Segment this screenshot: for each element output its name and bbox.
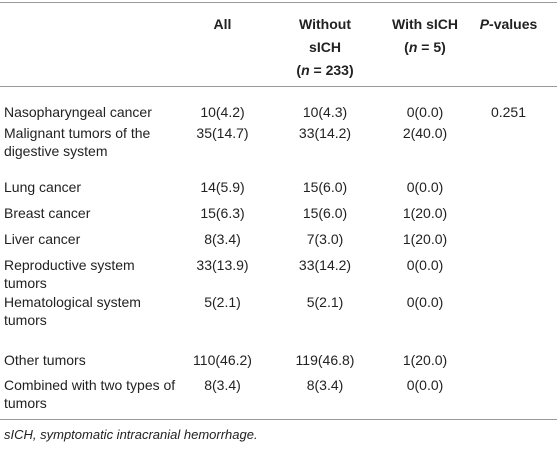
- header-text: All: [213, 16, 232, 32]
- header-text: = 233): [309, 62, 354, 78]
- table-cell: 35(14.7): [196, 125, 249, 141]
- table-cell: 0(0.0): [406, 377, 444, 393]
- table-cell: 15(6.3): [200, 205, 245, 221]
- table-cell: 10(4.3): [302, 104, 348, 120]
- table-cell: 33(14.2): [298, 125, 352, 141]
- row-label: Nasopharyngeal cancer: [4, 104, 152, 120]
- table-body: Nasopharyngeal cancer 10(4.2) 10(4.3) 0(0.0…: [0, 87, 557, 420]
- table-row: Hematological system tumors 5(2.1) 5(2.1) 0…: [0, 293, 557, 351]
- header-text: -values: [489, 16, 538, 32]
- table-cell: 33(14.2): [298, 257, 352, 273]
- table-cell: 0(0.0): [406, 104, 444, 120]
- table-cell: 15(6.0): [302, 179, 348, 195]
- header-cell: [0, 3, 185, 87]
- table-cell: 8(3.4): [204, 231, 241, 247]
- table-cell: 110(46.2): [193, 352, 252, 368]
- header-cell: With sICH (n = 5): [390, 3, 460, 87]
- footnote: sICH, symptomatic intracranial hemorrhag…: [4, 427, 258, 442]
- table-cell: 0(0.0): [406, 257, 444, 273]
- header-line: P-values: [460, 13, 557, 36]
- table-row: Combined with two types of tumors 8(3.4) 8…: [0, 376, 557, 420]
- header-line: (n = 5): [390, 36, 460, 59]
- header-text: With sICH: [392, 16, 458, 32]
- empty-cell: [460, 178, 557, 204]
- empty-cell: [460, 204, 557, 230]
- header-text: sICH: [309, 39, 341, 55]
- table-cell: 33(13.9): [196, 257, 249, 273]
- table-cell: 8(3.4): [204, 377, 241, 393]
- header-text: (: [404, 39, 409, 55]
- table-row: Nasopharyngeal cancer 10(4.2) 10(4.3) 0(0.0…: [0, 87, 557, 125]
- table-row: Malignant tumors of the digestive system…: [0, 124, 557, 178]
- table-cell: 14(5.9): [200, 179, 245, 195]
- table-cell: 10(4.2): [200, 104, 245, 120]
- header-text: n: [408, 39, 418, 55]
- table-row: Breast cancer 15(6.3) 15(6.0) 1(20.0): [0, 204, 557, 230]
- table-cell: 1(20.0): [402, 205, 448, 221]
- row-label: Reproductive system tumors: [4, 257, 135, 291]
- table-row: Other tumors 110(46.2) 119(46.8) 1(20.0): [0, 351, 557, 376]
- table-cell: 0.251: [490, 104, 527, 120]
- header-line: sICH: [260, 36, 390, 59]
- header-text: = 5): [417, 39, 446, 55]
- row-label: Breast cancer: [4, 205, 91, 221]
- header-line: With sICH: [390, 13, 460, 36]
- header-cell: Without sICH (n = 233): [260, 3, 390, 87]
- header-text: n: [301, 62, 310, 78]
- table-cell: 0(0.0): [406, 294, 444, 310]
- empty-cell: [460, 376, 557, 420]
- table-cell: 7(3.0): [306, 231, 344, 247]
- header-cell: All: [185, 3, 260, 87]
- header-line: Without: [260, 13, 390, 36]
- table-row: Liver cancer 8(3.4) 7(3.0) 1(20.0): [0, 230, 557, 256]
- header-text: (: [296, 62, 302, 78]
- header-line: (n = 233): [260, 59, 390, 82]
- data-table: All Without sICH (n = 233) With sICH (n = 5) P…: [0, 2, 557, 420]
- header-cell: P-values: [460, 3, 557, 87]
- header-text: Without: [299, 16, 351, 32]
- empty-cell: [460, 351, 557, 376]
- table-cell: 8(3.4): [306, 377, 344, 393]
- row-label: Combined with two types of tumors: [4, 377, 176, 411]
- table-cell: 1(20.0): [402, 352, 448, 368]
- row-label: Liver cancer: [4, 231, 81, 247]
- empty-cell: [460, 293, 557, 351]
- row-label: Other tumors: [4, 352, 86, 368]
- header-text: P: [479, 16, 490, 32]
- table-row: Reproductive system tumors 33(13.9) 33(14.…: [0, 256, 557, 293]
- table-cell: 1(20.0): [402, 231, 448, 247]
- empty-cell: [460, 124, 557, 178]
- table-cell: 2(40.0): [402, 125, 448, 141]
- table-cell: 0(0.0): [406, 179, 444, 195]
- table-cell: 5(2.1): [204, 294, 241, 310]
- table-row: Lung cancer 14(5.9) 15(6.0) 0(0.0): [0, 178, 557, 204]
- table-cell: 119(46.8): [295, 352, 355, 368]
- row-label: Hematological system tumors: [4, 294, 141, 328]
- empty-cell: [460, 230, 557, 256]
- row-label: Lung cancer: [4, 179, 82, 195]
- table-cell: 15(6.0): [302, 205, 348, 221]
- header-row: All Without sICH (n = 233) With sICH (n = 5) P…: [0, 2, 557, 87]
- header-line: All: [185, 13, 260, 36]
- table-cell: 5(2.1): [306, 294, 344, 310]
- empty-cell: [460, 256, 557, 293]
- row-label: Malignant tumors of the digestive system: [4, 125, 151, 159]
